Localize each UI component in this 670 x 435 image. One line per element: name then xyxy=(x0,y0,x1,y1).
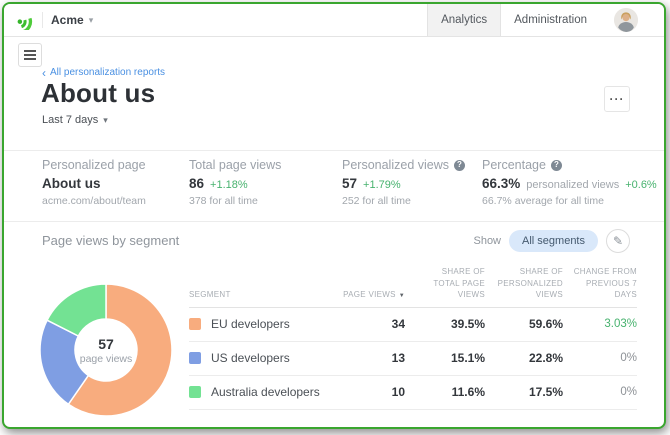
date-range-selector[interactable]: Last 7 days ▾ xyxy=(42,114,108,126)
change-cell: 0% xyxy=(620,352,637,365)
date-range-value: Last 7 days xyxy=(42,114,99,126)
stat-sub: acme.com/about/team xyxy=(42,195,146,207)
stat-value: 57 xyxy=(342,176,358,191)
pencil-icon: ✎ xyxy=(612,234,624,248)
stat-delta: +0.6% xyxy=(625,179,657,191)
stat-personalized-views: Personalized views ? 57 +1.79% 252 for a… xyxy=(342,158,465,207)
table-cell: 10 xyxy=(391,385,405,400)
logo-icon[interactable] xyxy=(14,9,36,31)
stat-sub: 66.7% average for all time xyxy=(482,195,604,207)
table-cell: 17.5% xyxy=(528,385,563,400)
back-chevron-icon: ‹ xyxy=(42,65,46,80)
org-switcher[interactable]: Acme ▾ xyxy=(51,13,93,27)
table-cell: 59.6% xyxy=(528,317,563,332)
section-title: Page views by segment xyxy=(42,233,180,248)
page-title: About us xyxy=(41,78,156,108)
table-cell: 39.5% xyxy=(450,317,485,332)
segment-color-swatch xyxy=(189,352,201,365)
table-cell: 11.6% xyxy=(451,385,485,400)
stat-personalized-page: Personalized page About us acme.com/abou… xyxy=(42,158,146,207)
stat-value: 66.3% xyxy=(482,176,521,191)
help-icon[interactable]: ? xyxy=(550,159,562,171)
table-header-row: SEGMENT PAGE VIEWS ▼ SHARE OF TOTAL PAGE VIE… xyxy=(189,266,637,308)
column-header: CHANGE FROM PREVIOUS 7 DAYS xyxy=(573,267,637,300)
stat-delta: +1.79% xyxy=(363,179,401,191)
stat-label: Personalized views xyxy=(342,158,449,172)
app-window: Acme ▾ Analytics Administration ‹ All pe… xyxy=(2,2,666,429)
tab-administration[interactable]: Administration xyxy=(514,14,587,26)
donut-chart[interactable]: 57 page views xyxy=(38,282,174,418)
change-cell: 0% xyxy=(620,386,637,399)
divider xyxy=(4,150,664,151)
segment-name-cell: US developers xyxy=(189,351,341,365)
tab-analytics[interactable]: Analytics xyxy=(427,4,502,36)
help-icon[interactable]: ? xyxy=(454,159,465,171)
donut-center: 57 page views xyxy=(75,319,137,381)
column-header: SHARE OF PERSONALIZED VIEWS xyxy=(497,267,563,300)
stat-label: Personalized page xyxy=(42,158,146,172)
segment-name-cell: Australia developers xyxy=(189,385,341,399)
topbar-divider xyxy=(42,12,43,28)
divider xyxy=(4,221,664,222)
column-header: SHARE OF TOTAL PAGE VIEWS xyxy=(433,267,485,300)
stat-value: 86 xyxy=(189,176,205,191)
column-header: SEGMENT xyxy=(189,290,231,300)
topbar: Acme ▾ Analytics Administration xyxy=(4,4,664,37)
stat-sub: 252 for all time xyxy=(342,195,411,207)
menu-button[interactable] xyxy=(18,43,42,67)
avatar[interactable] xyxy=(614,8,638,32)
stat-label: Percentage xyxy=(482,158,546,172)
more-options-button[interactable]: ··· xyxy=(604,86,630,112)
donut-total: 57 xyxy=(98,335,114,352)
segment-name-cell: EU developers xyxy=(189,317,341,331)
breadcrumb[interactable]: ‹ All personalization reports xyxy=(42,65,166,80)
table-row[interactable]: EU developers 34 39.5% 59.6% 3.03% xyxy=(189,308,637,342)
table-cell: 15.1% xyxy=(450,351,485,366)
segments-table: SEGMENT PAGE VIEWS ▼ SHARE OF TOTAL PAGE VIE… xyxy=(189,266,637,410)
stat-total-page-views: Total page views 86 +1.18% 378 for all t… xyxy=(189,158,281,207)
show-label: Show xyxy=(473,235,502,247)
stat-sub: 378 for all time xyxy=(189,195,258,207)
column-header[interactable]: PAGE VIEWS ▼ xyxy=(343,290,405,300)
stat-label: Total page views xyxy=(189,158,282,172)
segment-filter-button[interactable]: All segments xyxy=(509,230,598,252)
stat-percentage: Percentage ? 66.3% personalized views +0… xyxy=(482,158,657,207)
table-cell: 34 xyxy=(391,317,405,332)
stat-delta: +1.18% xyxy=(210,179,248,191)
stat-suffix: personalized views xyxy=(526,179,620,191)
topbar-tabs: Analytics Administration xyxy=(427,4,600,36)
chevron-down-icon: ▾ xyxy=(88,14,94,25)
table-cell: 13 xyxy=(391,351,405,366)
table-row[interactable]: Australia developers 10 11.6% 17.5% 0% xyxy=(189,376,637,410)
breadcrumb-label: All personalization reports xyxy=(50,67,166,78)
table-cell: 22.8% xyxy=(528,351,563,366)
section-controls: Show All segments ✎ xyxy=(473,229,630,253)
table-row[interactable]: US developers 13 15.1% 22.8% 0% xyxy=(189,342,637,376)
stat-value: About us xyxy=(42,176,101,191)
segment-color-swatch xyxy=(189,318,201,331)
sort-desc-icon: ▼ xyxy=(398,293,405,300)
ellipsis-icon: ··· xyxy=(609,92,625,106)
change-cell: 3.03% xyxy=(604,318,637,331)
donut-caption: page views xyxy=(79,352,133,365)
org-name: Acme xyxy=(51,13,84,27)
hamburger-icon xyxy=(24,50,36,60)
segment-color-swatch xyxy=(189,386,201,399)
chevron-down-icon: ▾ xyxy=(103,114,108,125)
edit-segments-button[interactable]: ✎ xyxy=(606,229,630,253)
table-body: EU developers 34 39.5% 59.6% 3.03% US develop… xyxy=(189,308,637,410)
